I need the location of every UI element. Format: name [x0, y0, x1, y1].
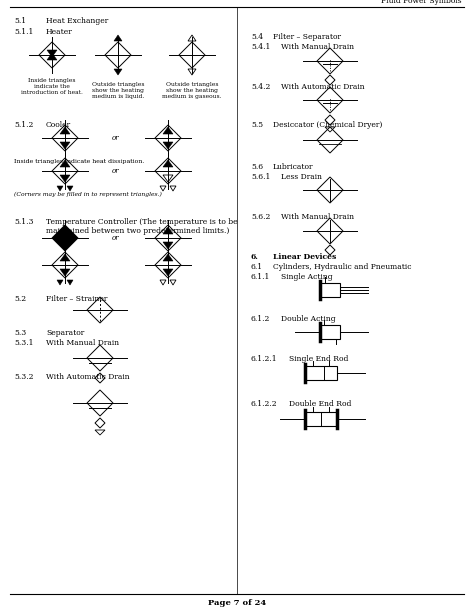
Text: 6.1.1: 6.1.1: [251, 273, 270, 281]
Text: Double End Rod: Double End Rod: [289, 400, 351, 408]
Text: 5.2: 5.2: [14, 295, 26, 303]
Text: 6.1: 6.1: [251, 263, 263, 271]
Text: Heater: Heater: [46, 28, 73, 36]
Bar: [320, 325, 340, 339]
Text: 5.4: 5.4: [251, 33, 263, 41]
Text: Filter – Separator: Filter – Separator: [273, 33, 341, 41]
Polygon shape: [60, 127, 70, 134]
Bar: [305, 366, 337, 380]
Text: Lubricator: Lubricator: [273, 163, 313, 171]
Polygon shape: [163, 127, 173, 134]
Text: or: or: [112, 134, 120, 142]
Text: 6.: 6.: [251, 253, 259, 261]
Polygon shape: [60, 175, 70, 182]
Polygon shape: [60, 142, 70, 149]
Text: Filter – Strainer: Filter – Strainer: [46, 295, 108, 303]
Polygon shape: [60, 254, 70, 261]
Text: 5.6.1: 5.6.1: [251, 173, 270, 181]
Text: 5.6: 5.6: [251, 163, 263, 171]
Polygon shape: [163, 254, 173, 261]
Text: With Manual Drain: With Manual Drain: [281, 213, 354, 221]
Text: Outside triangles
show the heating
medium is gaseous.: Outside triangles show the heating mediu…: [162, 82, 222, 99]
Text: Desiccator (Chemical Dryer): Desiccator (Chemical Dryer): [273, 121, 383, 129]
Text: 5.3: 5.3: [14, 329, 26, 337]
Polygon shape: [47, 53, 57, 60]
Text: (Corners may be filled in to represent triangles.): (Corners may be filled in to represent t…: [14, 192, 162, 197]
Polygon shape: [114, 69, 122, 75]
Polygon shape: [67, 186, 73, 191]
Text: 5.1.1: 5.1.1: [14, 28, 33, 36]
Polygon shape: [160, 186, 166, 191]
Polygon shape: [188, 69, 196, 75]
Polygon shape: [163, 227, 173, 234]
Text: 5.3.1: 5.3.1: [14, 339, 34, 347]
Polygon shape: [57, 280, 63, 285]
Text: 5.1.3: 5.1.3: [14, 218, 34, 226]
Text: Cooler: Cooler: [46, 121, 71, 129]
Text: 6.1.2: 6.1.2: [251, 315, 270, 323]
Polygon shape: [163, 142, 173, 149]
Text: 5.4.1: 5.4.1: [251, 43, 270, 51]
Text: 6.1.2.2: 6.1.2.2: [251, 400, 278, 408]
Text: With Manual Drain: With Manual Drain: [46, 339, 119, 347]
Polygon shape: [163, 175, 173, 182]
Text: Inside triangles indicate heat dissipation.: Inside triangles indicate heat dissipati…: [14, 159, 145, 164]
Text: Single Acting: Single Acting: [281, 273, 333, 281]
Polygon shape: [60, 160, 70, 167]
Text: 5.1.2: 5.1.2: [14, 121, 33, 129]
Text: 6.1.2.1: 6.1.2.1: [251, 355, 278, 363]
Polygon shape: [163, 242, 173, 249]
Text: 5.6.2: 5.6.2: [251, 213, 270, 221]
Text: 5.3.2: 5.3.2: [14, 373, 34, 381]
Polygon shape: [163, 269, 173, 276]
Text: Double Acting: Double Acting: [281, 315, 336, 323]
Polygon shape: [60, 269, 70, 276]
Text: Outside triangles
show the heating
medium is liquid.: Outside triangles show the heating mediu…: [92, 82, 144, 99]
Polygon shape: [114, 35, 122, 41]
Text: Less Drain: Less Drain: [281, 173, 322, 181]
Text: or: or: [112, 167, 120, 175]
Polygon shape: [95, 430, 105, 435]
Polygon shape: [170, 186, 176, 191]
Polygon shape: [67, 280, 73, 285]
Polygon shape: [170, 280, 176, 285]
Bar: [320, 283, 340, 297]
Polygon shape: [188, 35, 196, 41]
Text: Cylinders, Hydraulic and Pneumatic: Cylinders, Hydraulic and Pneumatic: [273, 263, 411, 271]
Text: 5.1: 5.1: [14, 17, 26, 25]
Text: or: or: [112, 234, 120, 242]
Text: Temperature Controller (The temperature is to be
maintained between two predeter: Temperature Controller (The temperature …: [46, 218, 237, 235]
Polygon shape: [57, 186, 63, 191]
Text: Separator: Separator: [46, 329, 84, 337]
Text: Page 7 of 24: Page 7 of 24: [208, 599, 266, 607]
Polygon shape: [47, 50, 57, 57]
Polygon shape: [160, 280, 166, 285]
Text: 5.4.2: 5.4.2: [251, 83, 270, 91]
Polygon shape: [325, 127, 335, 132]
Text: Inside triangles
indicate the
introduction of heat.: Inside triangles indicate the introducti…: [21, 78, 83, 94]
Text: With Manual Drain: With Manual Drain: [281, 43, 354, 51]
Polygon shape: [52, 225, 78, 251]
Bar: [305, 412, 337, 426]
Text: Heat Exchanger: Heat Exchanger: [46, 17, 108, 25]
Text: With Automatic Drain: With Automatic Drain: [46, 373, 129, 381]
Text: Fluid Power Symbols: Fluid Power Symbols: [382, 0, 462, 5]
Text: Single End Rod: Single End Rod: [289, 355, 348, 363]
Polygon shape: [163, 160, 173, 167]
Text: 5.5: 5.5: [251, 121, 263, 129]
Text: Linear Devices: Linear Devices: [273, 253, 337, 261]
Text: With Automatic Drain: With Automatic Drain: [281, 83, 365, 91]
